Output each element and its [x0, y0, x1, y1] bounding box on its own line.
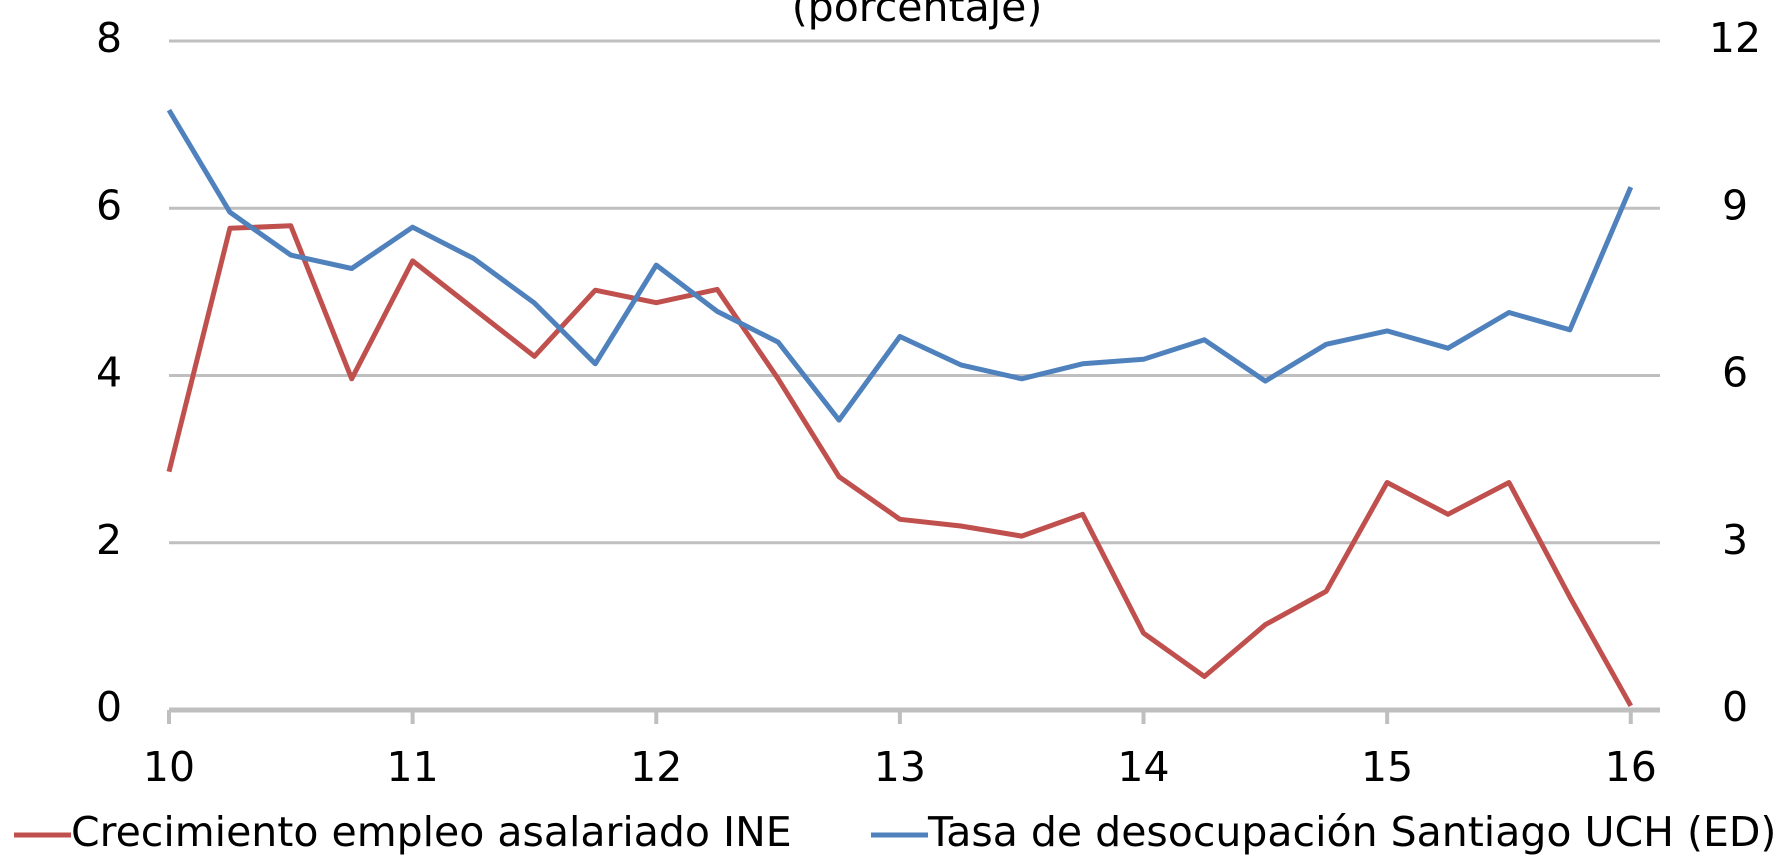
y-tick-label: 2 — [96, 516, 122, 564]
legend-label: Tasa de desocupación Santiago UCH (ED) — [927, 808, 1776, 855]
x-tick-label: 14 — [1117, 743, 1169, 791]
y2-tick-label: 0 — [1722, 683, 1748, 731]
y-tick-label: 6 — [96, 181, 122, 229]
x-tick-label: 16 — [1605, 743, 1657, 791]
y2-tick-label: 12 — [1709, 14, 1761, 62]
series-line — [166, 108, 1634, 423]
y-tick-label: 0 — [96, 683, 122, 731]
x-tick-label: 10 — [143, 743, 195, 791]
y-tick-label: 4 — [96, 349, 122, 397]
y2-tick-label: 6 — [1722, 349, 1748, 397]
y-tick-label: 8 — [96, 14, 122, 62]
series-line — [166, 223, 1633, 708]
y2-tick-label: 9 — [1722, 181, 1748, 229]
chart-subtitle: (porcentaje) — [792, 0, 1043, 31]
x-tick-label: 12 — [630, 743, 682, 791]
legend-label: Crecimiento empleo asalariado INE — [71, 808, 792, 855]
y2-tick-label: 3 — [1722, 516, 1748, 564]
x-tick-label: 13 — [874, 743, 926, 791]
x-tick-label: 15 — [1361, 743, 1413, 791]
x-tick-label: 11 — [387, 743, 439, 791]
